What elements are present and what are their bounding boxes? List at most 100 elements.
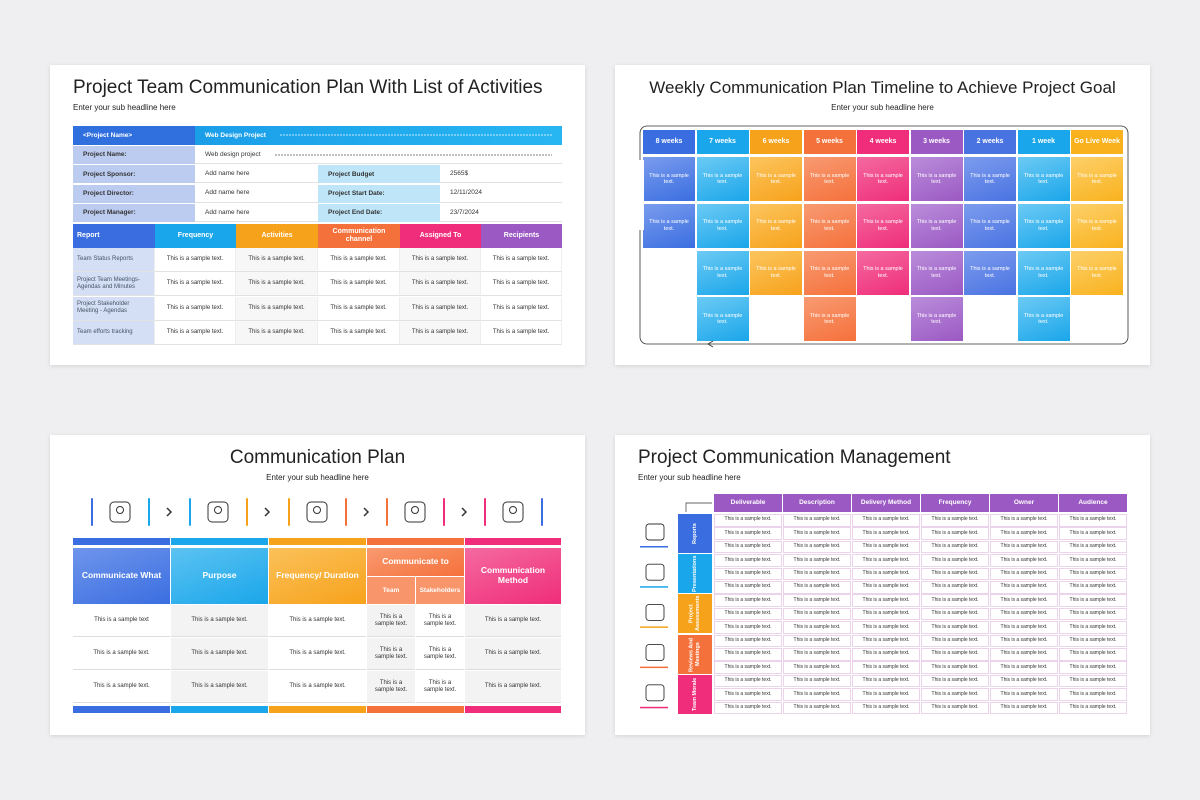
table-cell: This is a sample text. [921,648,989,661]
icon-accent [91,498,93,526]
slide-title: Communication Plan [229,447,406,469]
chevron [363,507,370,517]
table-cell: This is a sample text. [1059,634,1127,648]
icon-accent [640,626,668,628]
table-cell: This is a sample text. [318,320,400,345]
info-value: Add name here [195,165,318,184]
bracket-arrow [685,502,712,512]
table-cell: This is a sample text. [714,527,782,540]
table-cell: This is a sample text. [990,567,1058,581]
table-cell: This is a sample text. [783,688,851,701]
color-bar [171,538,268,545]
table-cell: This is a sample text. [990,527,1058,540]
table-cell: This is a sample text. [783,514,851,527]
table-cell: This is a sample text. [852,621,920,634]
slide-subtitle: Enter your sub headline here [266,473,369,483]
week-cell: This is a sample text. [1071,250,1123,295]
icon-accent [484,498,486,526]
table-cell: This is a sample text. [783,621,851,634]
table-subheader: Stakeholders [416,577,464,604]
timeline-border [639,125,1129,345]
week-cell: This is a sample text. [910,297,963,342]
icon [109,501,131,523]
table-cell: This is a sample text. [921,514,989,527]
color-bar [73,538,170,545]
week-cell: This is a sample text. [1071,157,1123,201]
icon-accent [640,666,668,669]
week-cell: This is a sample text. [1017,250,1070,295]
table-cell: This is a sample text. [783,594,851,607]
week-cell: This is a sample text. [1017,297,1070,342]
table-cell: This is a sample text. [783,581,851,594]
table-cell: This is a sample text. [1059,688,1127,701]
table-cell: This is a sample text. [783,701,851,715]
table-cell: This is a sample text. [990,554,1058,567]
table-cell: This is a sample text. [990,634,1058,648]
table-cell: This is a sample text. [155,296,236,321]
color-bar [367,538,464,545]
table-cell: This is a sample text. [783,634,851,648]
icon-accent [288,498,290,526]
table-cell: This is a sample text. [714,554,782,567]
table-cell: This is a sample text. [852,674,920,688]
table-cell: This is a sample text. [171,638,268,670]
table-header: Deliverable [714,494,782,512]
table-cell: This is a sample text. [481,272,562,297]
table-cell: This is a sample text. [990,514,1058,527]
icon-accent [246,498,248,526]
color-bar [269,538,366,545]
table-cell: This is a sample text. [921,567,989,581]
table-cell: This is a sample text. [367,605,415,637]
table-cell: This is a sample text. [714,634,782,648]
table-cell: This is a sample text. [171,671,268,703]
week-cell: This is a sample text. [696,297,749,342]
table-cell: This is a sample text. [465,671,561,703]
week-cell: This is a sample text. [1071,203,1123,248]
table-header: Frequency [921,494,989,512]
icon [116,506,124,514]
icon [411,506,419,514]
table-cell: Project Team Meetings- Agendas and Minut… [73,272,155,297]
table-cell: This is a sample text. [155,320,236,345]
table-cell: This is a sample text. [400,248,481,272]
chevron [461,507,468,517]
table-cell: This is a sample text. [990,607,1058,621]
table-cell: This is a sample text. [921,674,989,688]
table-cell: This is a sample text. [171,605,268,637]
slide-subtitle: Enter your sub headline here [73,103,176,113]
week-cell: This is a sample text. [910,157,963,201]
info-value: 23/7/2024 [440,203,562,222]
icon [645,563,665,581]
table-cell: This is a sample text. [1059,594,1127,607]
table-cell: This is a sample text. [990,581,1058,594]
chevron [166,507,173,517]
info-label: <Project Name> [73,126,195,145]
table-cell: This is a sample text. [852,554,920,567]
week-header: Go Live Week [1071,130,1123,154]
week-cell: This is a sample text. [750,157,802,201]
table-cell: This is a sample text. [416,638,464,670]
table-cell: This is a sample text. [465,638,561,670]
table-cell: This is a sample text. [921,594,989,607]
week-cell: This is a sample text. [1017,203,1070,248]
table-cell: This is a sample text. [921,607,989,621]
week-cell: This is a sample text. [910,203,963,248]
info-label: Project Start Date: [318,184,440,203]
week-header: 6 weeks [750,130,802,154]
week-cell: This is a sample text. [803,157,856,201]
table-cell: This is a sample text. [714,607,782,621]
table-cell: This is a sample text. [367,671,415,703]
icon [509,506,517,514]
info-value: 12/11/2024 [440,184,562,203]
week-cell: This is a sample text. [1017,157,1070,201]
week-cell: This is a sample text. [643,157,695,201]
week-cell: This is a sample text. [857,250,909,295]
icon [207,501,229,523]
table-cell: This is a sample text. [400,320,481,345]
table-cell: This is a sample text. [921,701,989,715]
week-cell: This is a sample text. [803,297,856,342]
table-cell: This is a sample text. [236,296,318,321]
week-cell: This is a sample text. [803,250,856,295]
